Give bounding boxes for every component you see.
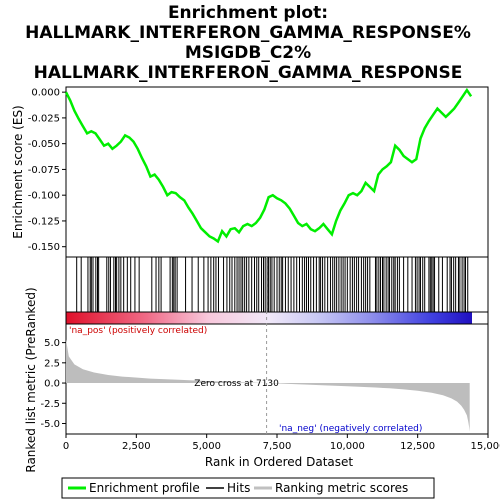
es-y-tick-label: -0.050 bbox=[28, 139, 60, 150]
es-y-tick-label: -0.025 bbox=[28, 113, 60, 124]
metric-y-tick-label: -5.0 bbox=[40, 419, 60, 430]
es-y-ticks: 0.000 -0.025 -0.050 -0.075 -0.100 -0.125 -0.15… bbox=[28, 88, 66, 253]
legend-label-ranking: Ranking metric scores bbox=[275, 481, 408, 495]
es-y-axis-label: Enrichment score (ES) bbox=[11, 105, 25, 238]
x-tick-label: 5,000 bbox=[192, 441, 221, 452]
x-tick-label: 7,500 bbox=[263, 441, 292, 452]
es-y-tick-label: -0.100 bbox=[28, 191, 60, 202]
metric-panel: Zero cross at 7130 'na_pos' (positively … bbox=[24, 257, 500, 473]
chart-title-line-4: HALLMARK_INTERFERON_GAMMA_RESPONSE bbox=[34, 63, 463, 83]
es-y-tick-label: -0.075 bbox=[28, 165, 60, 176]
hit-lines bbox=[76, 257, 469, 312]
zero-cross-label: Zero cross at 7130 bbox=[194, 379, 279, 389]
metric-x-ticks: 0 2,500 5,000 7,500 10,000 12,500 15,000 bbox=[63, 434, 500, 452]
legend: Enrichment profile Hits Ranking metric s… bbox=[61, 477, 435, 499]
chart-title-line-2: HALLMARK_INTERFERON_GAMMA_RESPONSE% bbox=[25, 23, 471, 43]
x-tick-label: 12,500 bbox=[400, 441, 435, 452]
metric-y-ticks: 5.0 2.5 0.0 -2.5 -5.0 bbox=[40, 338, 66, 430]
metric-y-tick-label: 2.5 bbox=[44, 358, 60, 369]
legend-label-hits: Hits bbox=[227, 481, 250, 495]
x-axis-label: Rank in Ordered Dataset bbox=[205, 455, 353, 469]
hits-panel bbox=[65, 256, 489, 325]
legend-box bbox=[61, 477, 435, 499]
metric-y-tick-label: 5.0 bbox=[44, 338, 60, 349]
metric-y-axis-label: Ranked list metric (PreRanked) bbox=[24, 287, 38, 472]
x-tick-label: 15,000 bbox=[471, 441, 500, 452]
metric-y-tick-label: -2.5 bbox=[40, 399, 60, 410]
chart-title-line-1: Enrichment plot: bbox=[168, 3, 328, 23]
x-tick-label: 0 bbox=[63, 441, 69, 452]
es-panel: 0.000 -0.025 -0.050 -0.075 -0.100 -0.125 -0.15… bbox=[11, 86, 489, 258]
x-tick-label: 2,500 bbox=[122, 441, 151, 452]
x-tick-label: 10,000 bbox=[330, 441, 365, 452]
es-y-tick-label: 0.000 bbox=[31, 88, 60, 99]
chart-title-line-3: MSIGDB_C2% bbox=[185, 43, 311, 63]
es-plot-area bbox=[65, 86, 489, 258]
rank-color-bar bbox=[66, 312, 472, 324]
legend-label-enrichment: Enrichment profile bbox=[89, 481, 200, 495]
pos-correlated-label: 'na_pos' (positively correlated) bbox=[69, 326, 207, 336]
es-y-tick-label: -0.125 bbox=[28, 216, 60, 227]
es-profile-line bbox=[64, 87, 473, 244]
metric-area-fill bbox=[66, 339, 470, 432]
metric-y-tick-label: 0.0 bbox=[44, 379, 60, 390]
neg-correlated-label: 'na_neg' (negatively correlated) bbox=[279, 424, 422, 434]
es-y-tick-label: -0.150 bbox=[28, 242, 60, 253]
